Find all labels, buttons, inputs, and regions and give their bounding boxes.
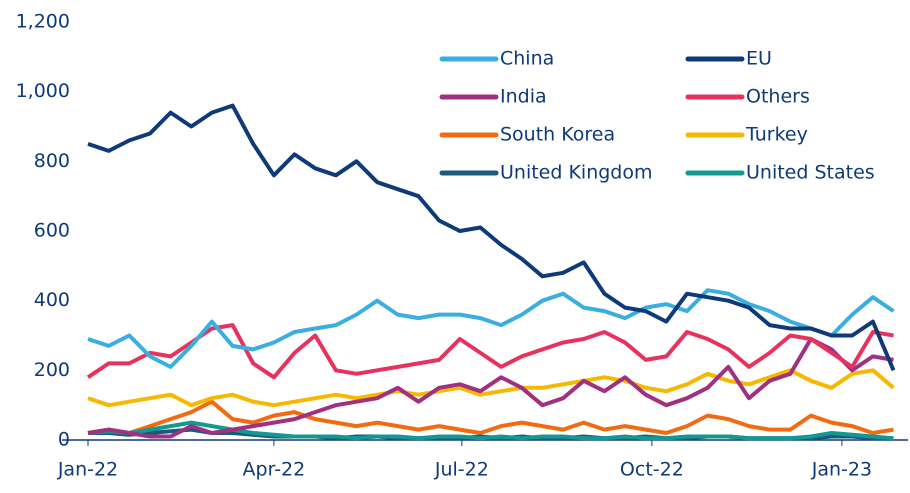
legend-label: Others: [746, 86, 810, 108]
legend-label: United Kingdom: [500, 162, 653, 184]
legend-label: South Korea: [500, 124, 615, 146]
series-line: [87, 337, 894, 439]
x-tick-label: Oct-22: [620, 459, 684, 481]
series-line: [87, 103, 896, 372]
x-tick-label: Jan-23: [811, 459, 872, 481]
legend-label: EU: [746, 48, 772, 70]
y-tick-label: 0: [58, 429, 70, 451]
y-tick-label: 600: [34, 220, 70, 242]
legend-label: United States: [746, 162, 875, 184]
x-tick-label: Jan-22: [57, 459, 118, 481]
series-line: [86, 323, 894, 380]
y-tick-label: 800: [34, 150, 70, 172]
y-tick-label: 1,200: [16, 11, 70, 33]
y-tick-label: 1,000: [16, 80, 70, 102]
series-line: [87, 399, 894, 435]
legend-label: Turkey: [745, 124, 808, 146]
series-line: [87, 288, 895, 369]
y-tick-label: 400: [34, 289, 70, 311]
series-line: [87, 368, 895, 408]
x-tick-label: Apr-22: [243, 459, 306, 481]
y-tick-label: 200: [34, 359, 70, 381]
legend-label: India: [500, 86, 547, 108]
x-tick-label: Jul-22: [434, 459, 489, 481]
series-line: [87, 420, 894, 441]
legend-label: China: [500, 48, 554, 70]
